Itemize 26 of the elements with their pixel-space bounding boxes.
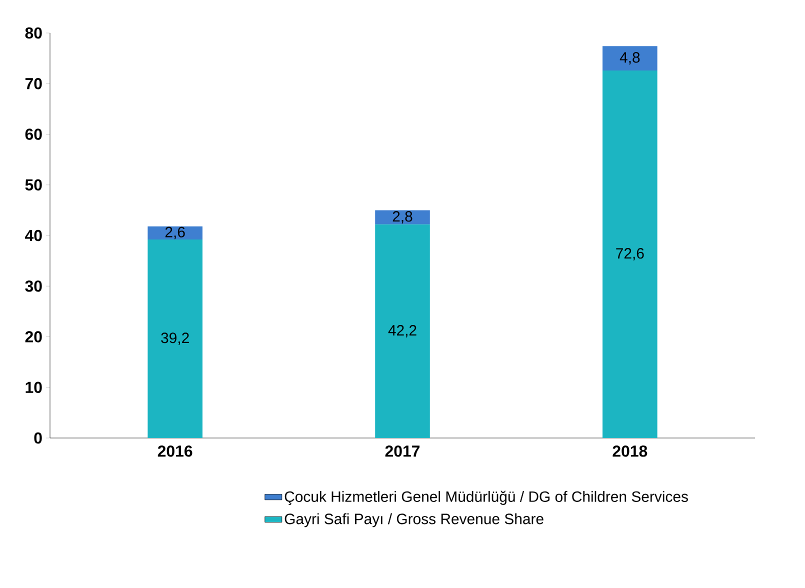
data-label: 2,8 — [392, 211, 412, 224]
bar — [602, 46, 658, 70]
y-tick-label: 40 — [25, 230, 42, 242]
y-tick-label: 10 — [26, 382, 42, 394]
x-tick-label: 2018 — [612, 446, 648, 457]
data-label: 39,2 — [161, 332, 189, 345]
bar — [148, 226, 202, 240]
data-label: 72,6 — [616, 248, 644, 260]
data-label: 4,8 — [620, 52, 640, 64]
data-label: 2,6 — [165, 226, 185, 240]
y-tick-label: 20 — [25, 331, 42, 342]
y-tick-label: 30 — [25, 280, 42, 292]
bar — [148, 240, 202, 438]
y-tick-label: 60 — [25, 128, 42, 140]
y-tick-label: 0 — [34, 432, 42, 444]
data-label: 42,2 — [388, 325, 416, 338]
y-tick-label: 50 — [25, 179, 42, 191]
x-tick-label: 2016 — [158, 446, 192, 457]
x-tick-label: 2017 — [385, 446, 420, 457]
y-tick-label: 80 — [25, 27, 42, 39]
legend-label: Çocuk Hizmetleri Genel Müdürlüğü / DG of Children Services — [284, 490, 688, 505]
y-tick-label: 70 — [25, 78, 42, 90]
legend-label: Gayri Safi Payı / Gross Revenue Share — [284, 513, 544, 528]
bar — [375, 210, 430, 224]
bar — [602, 70, 658, 438]
bar — [375, 224, 430, 438]
